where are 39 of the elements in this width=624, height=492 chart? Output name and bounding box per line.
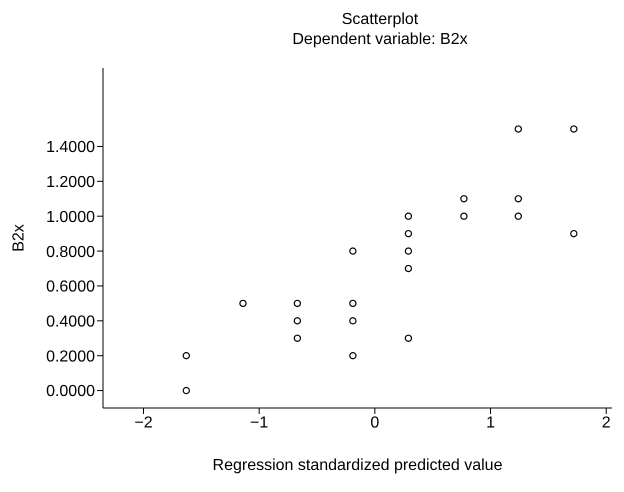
- point: [294, 300, 302, 308]
- y-tick-label: 0.4000: [46, 314, 96, 330]
- point: [239, 300, 247, 308]
- point: [570, 230, 578, 238]
- point: [349, 352, 357, 360]
- y-tick-label: 0.0000: [46, 383, 96, 400]
- point: [182, 386, 190, 394]
- point: [514, 195, 522, 202]
- x-tick-label: 0: [370, 414, 380, 432]
- chart-subtitle: Dependent variable: B2x: [291, 30, 469, 50]
- y-axis-title: B2x: [10, 224, 28, 252]
- point: [404, 247, 412, 255]
- x-tick-label: −1: [250, 414, 268, 432]
- point: [404, 334, 412, 342]
- point: [349, 247, 357, 255]
- point: [294, 334, 302, 342]
- y-tick-label: 1.0000: [46, 208, 96, 226]
- point: [294, 317, 302, 325]
- y-tick-label: 0.8000: [46, 244, 96, 261]
- y-tick-label: 1.4000: [46, 139, 96, 156]
- y-tick-label: 0.6000: [46, 278, 96, 296]
- point: [182, 352, 190, 360]
- point: [404, 264, 412, 272]
- point: [404, 230, 412, 238]
- x-tick-label: 2: [602, 414, 611, 432]
- y-tick-label: 0.2000: [46, 348, 96, 366]
- chart-title: Scatterplot: [340, 10, 420, 30]
- x-tick-label: −2: [134, 414, 153, 432]
- point: [349, 300, 357, 308]
- point: [514, 125, 522, 133]
- point: [570, 125, 578, 133]
- point: [349, 317, 357, 325]
- x-axis-title: Regression standardized predicted value: [212, 457, 503, 474]
- point: [460, 212, 468, 220]
- point: [514, 212, 522, 220]
- y-tick-label: 1.2000: [46, 174, 96, 192]
- point: [460, 195, 468, 202]
- x-tick-label: 1: [486, 414, 496, 432]
- point: [404, 212, 412, 220]
